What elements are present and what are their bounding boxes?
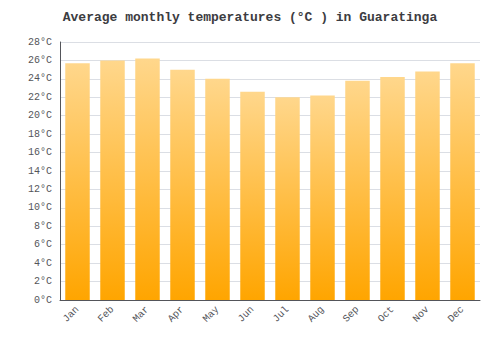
svg-text:8°C: 8°C	[34, 221, 52, 232]
svg-text:4°C: 4°C	[34, 258, 52, 269]
svg-text:Jun: Jun	[236, 304, 256, 324]
svg-text:14°C: 14°C	[28, 166, 52, 177]
svg-text:Average monthly temperatures (: Average monthly temperatures (°C ) in Gu…	[63, 10, 438, 25]
svg-text:10°C: 10°C	[28, 202, 52, 213]
svg-text:Sep: Sep	[341, 304, 361, 324]
svg-text:Dec: Dec	[446, 304, 466, 324]
svg-text:26°C: 26°C	[28, 55, 52, 66]
svg-text:18°C: 18°C	[28, 129, 52, 140]
svg-text:Jan: Jan	[61, 304, 81, 324]
svg-text:Aug: Aug	[306, 304, 326, 324]
svg-text:12°C: 12°C	[28, 184, 52, 195]
svg-text:2°C: 2°C	[34, 276, 52, 287]
svg-text:20°C: 20°C	[28, 110, 52, 121]
svg-text:0°C: 0°C	[34, 295, 52, 306]
svg-text:22°C: 22°C	[28, 92, 52, 103]
svg-text:Nov: Nov	[411, 304, 431, 324]
svg-text:Feb: Feb	[96, 304, 116, 324]
svg-text:Apr: Apr	[166, 304, 186, 324]
svg-text:Jul: Jul	[271, 304, 291, 324]
svg-text:28°C: 28°C	[28, 37, 52, 48]
svg-text:24°C: 24°C	[28, 73, 52, 84]
svg-text:May: May	[201, 304, 221, 324]
svg-text:Mar: Mar	[131, 304, 151, 324]
svg-text:Oct: Oct	[376, 304, 396, 324]
svg-text:6°C: 6°C	[34, 239, 52, 250]
svg-text:16°C: 16°C	[28, 147, 52, 158]
